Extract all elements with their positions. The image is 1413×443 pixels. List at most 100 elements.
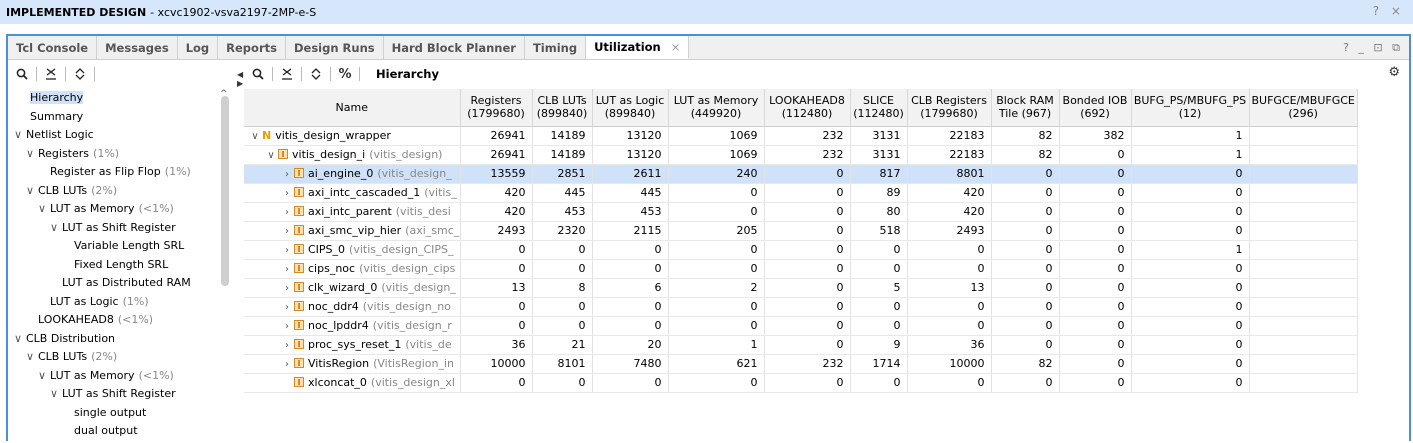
panel-controls[interactable]: ? _ ⊡ ⧉ [1343, 41, 1403, 54]
row-name-cell[interactable]: › VitisRegion (VitisRegion_in [244, 354, 461, 374]
chevron-down-icon[interactable]: ∨ [14, 128, 23, 141]
tree-item[interactable]: LUT as Logic (1%) [8, 293, 234, 312]
window-controls[interactable]: ? × [1372, 4, 1405, 18]
tab-timing[interactable]: Timing [525, 36, 587, 59]
row-name-cell[interactable]: › noc_ddr4 (vitis_design_no [244, 297, 461, 317]
search-icon[interactable] [14, 66, 30, 82]
splitter-arrows-icon[interactable]: ◀ ▶ [237, 70, 244, 88]
table-row[interactable]: › CIPS_0 (vitis_design_CIPS_ 0 0 0 0 0 0 0 0 0 1 [244, 240, 1358, 260]
expand-icon[interactable]: › [285, 207, 289, 218]
column-header[interactable]: BUFG_PS/MBUFG_PS (12) [1131, 89, 1250, 127]
column-header[interactable]: CLB LUTs (899840) [532, 89, 593, 127]
expand-all-icon[interactable] [308, 66, 324, 82]
tab-design-runs[interactable]: Design Runs [286, 36, 384, 59]
tab-tcl-console[interactable]: Tcl Console [8, 36, 98, 59]
row-name-cell[interactable]: xlconcat_0 (vitis_design_xl [244, 373, 461, 393]
column-header[interactable]: SLICE (112480) [850, 89, 908, 127]
tree-item[interactable]: ∨ LUT as Shift Register [8, 219, 234, 238]
row-name-cell[interactable]: › ai_engine_0 (vitis_design_ [244, 164, 461, 184]
tree-item[interactable]: Variable Length SRL [8, 237, 234, 256]
percent-toggle[interactable]: % [338, 66, 352, 82]
close-tab-icon[interactable]: × [670, 40, 681, 54]
expand-icon[interactable]: › [285, 302, 289, 313]
column-header[interactable]: LUT as Memory (449920) [668, 89, 765, 127]
column-header[interactable]: LUT as Logic (899840) [592, 89, 669, 127]
tree-item[interactable]: Fixed Length SRL [8, 256, 234, 275]
column-header[interactable]: CLB Registers (1799680) [907, 89, 992, 127]
table-row[interactable]: › axi_intc_parent (vitis_desi 420 453 453 0 0 80… [244, 202, 1358, 222]
column-header[interactable]: LOOKAHEAD8 (112480) [764, 89, 851, 127]
expand-icon[interactable]: › [285, 321, 289, 332]
tab-utilization[interactable]: Utilization × [586, 36, 690, 59]
row-name-cell[interactable]: › axi_intc_cascaded_1 (vitis_ [244, 183, 461, 203]
expand-icon[interactable]: › [285, 169, 289, 180]
column-header[interactable]: BUFGCE/MBUFGCE (296) [1249, 89, 1358, 127]
tree-item[interactable]: single output [8, 404, 234, 423]
table-row[interactable]: › clk_wizard_0 (vitis_design_ 13 8 6 2 0 5 13 0 0 0 [244, 278, 1358, 298]
table-row[interactable]: › axi_intc_cascaded_1 (vitis_ 420 445 445 0 0 89… [244, 183, 1358, 203]
tree-item[interactable]: ∨ Netlist Logic [8, 126, 234, 145]
chevron-down-icon[interactable]: ∨ [26, 146, 35, 160]
table-row[interactable]: › ai_engine_0 (vitis_design_ 13559 2851 2611 2… [244, 164, 1358, 184]
chevron-down-icon[interactable]: ∨ [50, 220, 59, 234]
tree-item[interactable]: Hierarchy [8, 89, 234, 108]
expand-icon[interactable]: › [285, 245, 289, 256]
tree-item[interactable]: ∨ LUT as Shift Register [8, 385, 234, 404]
tree-item[interactable]: LUT as Distributed RAM [8, 274, 234, 293]
chevron-down-icon[interactable]: ∨ [26, 350, 35, 363]
chevron-down-icon[interactable]: ∨ [14, 331, 23, 345]
row-name-cell[interactable]: › axi_smc_vip_hier (axi_smc_ [244, 221, 461, 241]
expand-icon[interactable]: › [285, 226, 289, 237]
table-row[interactable]: › cips_noc (vitis_design_cips 0 0 0 0 0 0 0 0 0 0 [244, 259, 1358, 279]
table-row[interactable]: › noc_lpddr4 (vitis_design_r 0 0 0 0 0 0 0 0 0 0 [244, 316, 1358, 336]
tree-item[interactable]: ∨ CLB LUTs (2%) [8, 348, 234, 367]
row-name-cell[interactable]: › proc_sys_reset_1 (vitis_de [244, 335, 461, 355]
expand-icon[interactable]: › [285, 283, 289, 294]
column-header[interactable]: Name [244, 89, 461, 127]
row-name-cell[interactable]: › clk_wizard_0 (vitis_design_ [244, 278, 461, 298]
row-name-cell[interactable]: › noc_lpddr4 (vitis_design_r [244, 316, 461, 336]
tree-item[interactable]: ∨ CLB LUTs (2%) [8, 182, 234, 201]
tree-item[interactable]: ∨ LUT as Memory (<1%) [8, 200, 234, 219]
chevron-down-icon[interactable]: ∨ [26, 183, 35, 197]
tree-item[interactable]: Register as Flip Flop (1%) [8, 163, 234, 182]
table-row[interactable]: › axi_smc_vip_hier (axi_smc_ 2493 2320 2115 20… [244, 221, 1358, 241]
row-name-cell[interactable]: › cips_noc (vitis_design_cips [244, 259, 461, 279]
chevron-down-icon[interactable]: ∨ [38, 368, 47, 382]
row-name-cell[interactable]: ∨ vitis_design_i (vitis_design) [244, 145, 461, 165]
tree-item[interactable]: ∨ CLB Distribution [8, 330, 234, 349]
tree-item[interactable]: ∨ Registers (1%) [8, 145, 234, 164]
tab-hard-block-planner[interactable]: Hard Block Planner [384, 36, 525, 59]
tab-messages[interactable]: Messages [97, 36, 178, 59]
tree-scrollbar[interactable] [221, 96, 229, 286]
table-row[interactable]: › noc_ddr4 (vitis_design_no 0 0 0 0 0 0 0 0 0 0 [244, 297, 1358, 317]
expand-icon[interactable]: › [285, 359, 289, 370]
tab-log[interactable]: Log [178, 36, 219, 59]
expand-icon[interactable]: ∨ [251, 131, 259, 142]
row-name-cell[interactable]: › axi_intc_parent (vitis_desi [244, 202, 461, 222]
chevron-down-icon[interactable]: ∨ [38, 202, 47, 215]
row-name-cell[interactable]: › CIPS_0 (vitis_design_CIPS_ [244, 240, 461, 260]
chevron-down-icon[interactable]: ∨ [50, 387, 59, 400]
tree-item[interactable]: ∨ LUT as Memory (<1%) [8, 367, 234, 386]
table-row[interactable]: › proc_sys_reset_1 (vitis_de 36 21 20 1 0 9 36 0 0 0 [244, 335, 1358, 355]
expand-icon[interactable]: ∨ [267, 150, 275, 161]
column-header[interactable]: Block RAM Tile (967) [991, 89, 1060, 127]
expand-icon[interactable]: › [285, 188, 289, 199]
table-row[interactable]: ∨ vitis_design_i (vitis_design) 26941 14189 1… [244, 145, 1358, 165]
search-icon[interactable] [250, 66, 266, 82]
pane-splitter[interactable]: ◀ ▶ [234, 61, 244, 443]
column-header[interactable]: Bonded IOB (692) [1059, 89, 1132, 127]
collapse-all-icon[interactable] [279, 66, 295, 82]
tab-reports[interactable]: Reports [218, 36, 286, 59]
scroll-up-icon[interactable]: ^ [220, 89, 228, 99]
gear-icon[interactable]: ⚙ [1388, 65, 1400, 80]
table-row[interactable]: xlconcat_0 (vitis_design_xl 0 0 0 0 0 0 0 0 0 0 [244, 373, 1358, 393]
tree-item[interactable]: Summary [8, 108, 234, 127]
table-row[interactable]: › VitisRegion (VitisRegion_in 10000 8101 7480… [244, 354, 1358, 374]
column-header[interactable]: Registers (1799680) [460, 89, 533, 127]
collapse-all-icon[interactable] [43, 66, 59, 82]
expand-icon[interactable]: › [285, 340, 289, 351]
